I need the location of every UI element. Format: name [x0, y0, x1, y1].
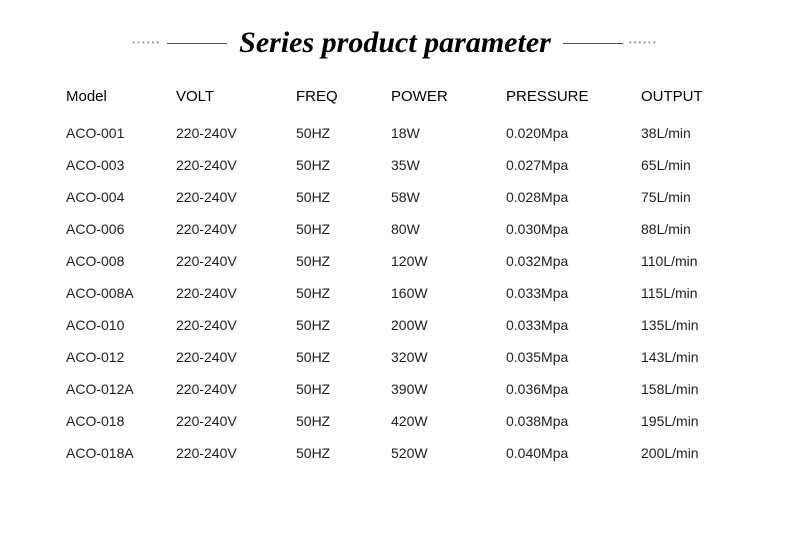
- table-cell: ACO-012: [66, 349, 176, 365]
- table-cell: 220-240V: [176, 221, 296, 237]
- column-header: POWER: [391, 88, 506, 105]
- table-row: ACO-008220-240V50HZ120W0.032Mpa110L/min: [60, 253, 730, 269]
- table-cell: 220-240V: [176, 253, 296, 269]
- table-cell: ACO-018A: [66, 445, 176, 461]
- table-cell: ACO-001: [66, 125, 176, 141]
- table-cell: 0.038Mpa: [506, 413, 641, 429]
- table-cell: 50HZ: [296, 349, 391, 365]
- column-header: Model: [66, 88, 176, 105]
- table-cell: 50HZ: [296, 253, 391, 269]
- table-cell: 0.033Mpa: [506, 285, 641, 301]
- table-cell: 0.035Mpa: [506, 349, 641, 365]
- table-cell: 58W: [391, 189, 506, 205]
- table-cell: 320W: [391, 349, 506, 365]
- dots-icon: ••••••: [132, 39, 161, 47]
- table-cell: 158L/min: [641, 381, 736, 397]
- column-header: FREQ: [296, 88, 391, 105]
- table-row: ACO-003220-240V50HZ35W0.027Mpa65L/min: [60, 157, 730, 173]
- table-cell: 50HZ: [296, 189, 391, 205]
- table-row: ACO-012220-240V50HZ320W0.035Mpa143L/min: [60, 349, 730, 365]
- table-cell: ACO-004: [66, 189, 176, 205]
- table-cell: ACO-008: [66, 253, 176, 269]
- table-cell: ACO-018: [66, 413, 176, 429]
- table-cell: 0.020Mpa: [506, 125, 641, 141]
- table-cell: ACO-010: [66, 317, 176, 333]
- table-header-row: Model VOLT FREQ POWER PRESSURE OUTPUT: [60, 88, 730, 105]
- table-cell: 390W: [391, 381, 506, 397]
- table-cell: 0.032Mpa: [506, 253, 641, 269]
- table-cell: 110L/min: [641, 253, 736, 269]
- table-cell: 0.030Mpa: [506, 221, 641, 237]
- table-cell: 220-240V: [176, 125, 296, 141]
- table-cell: ACO-008A: [66, 285, 176, 301]
- table-cell: 38L/min: [641, 125, 736, 141]
- table-cell: 18W: [391, 125, 506, 141]
- table-cell: ACO-012A: [66, 381, 176, 397]
- table-cell: 220-240V: [176, 317, 296, 333]
- title-decoration-right: ••••••: [563, 39, 658, 47]
- table-cell: 520W: [391, 445, 506, 461]
- table-cell: 160W: [391, 285, 506, 301]
- table-row: ACO-010220-240V50HZ200W0.033Mpa135L/min: [60, 317, 730, 333]
- table-cell: 220-240V: [176, 285, 296, 301]
- table-cell: 220-240V: [176, 349, 296, 365]
- table-cell: 0.036Mpa: [506, 381, 641, 397]
- column-header: PRESSURE: [506, 88, 641, 105]
- dash-icon: [167, 43, 227, 44]
- table-cell: 75L/min: [641, 189, 736, 205]
- table-cell: 220-240V: [176, 157, 296, 173]
- table-cell: 220-240V: [176, 413, 296, 429]
- column-header: VOLT: [176, 88, 296, 105]
- table-row: ACO-018220-240V50HZ420W0.038Mpa195L/min: [60, 413, 730, 429]
- table-cell: 0.033Mpa: [506, 317, 641, 333]
- table-cell: 0.027Mpa: [506, 157, 641, 173]
- table-cell: 0.040Mpa: [506, 445, 641, 461]
- table-cell: ACO-006: [66, 221, 176, 237]
- table-cell: ACO-003: [66, 157, 176, 173]
- column-header: OUTPUT: [641, 88, 736, 105]
- table-cell: 220-240V: [176, 189, 296, 205]
- table-cell: 200W: [391, 317, 506, 333]
- table-cell: 50HZ: [296, 125, 391, 141]
- table-cell: 35W: [391, 157, 506, 173]
- table-cell: 0.028Mpa: [506, 189, 641, 205]
- table-cell: 115L/min: [641, 285, 736, 301]
- table-cell: 135L/min: [641, 317, 736, 333]
- table-row: ACO-018A220-240V50HZ520W0.040Mpa200L/min: [60, 445, 730, 461]
- table-body: ACO-001220-240V50HZ18W0.020Mpa38L/minACO…: [60, 125, 730, 461]
- table-cell: 50HZ: [296, 413, 391, 429]
- table-cell: 220-240V: [176, 381, 296, 397]
- table-cell: 50HZ: [296, 381, 391, 397]
- table-cell: 143L/min: [641, 349, 736, 365]
- table-row: ACO-004220-240V50HZ58W0.028Mpa75L/min: [60, 189, 730, 205]
- page-title: Series product parameter: [239, 26, 551, 60]
- dash-icon: [563, 43, 623, 44]
- table-cell: 195L/min: [641, 413, 736, 429]
- table-cell: 65L/min: [641, 157, 736, 173]
- table-cell: 120W: [391, 253, 506, 269]
- table-row: ACO-012A220-240V50HZ390W0.036Mpa158L/min: [60, 381, 730, 397]
- table-cell: 50HZ: [296, 317, 391, 333]
- table-cell: 88L/min: [641, 221, 736, 237]
- table-cell: 80W: [391, 221, 506, 237]
- table-cell: 420W: [391, 413, 506, 429]
- table-row: ACO-008A220-240V50HZ160W0.033Mpa115L/min: [60, 285, 730, 301]
- table-cell: 200L/min: [641, 445, 736, 461]
- table-cell: 50HZ: [296, 157, 391, 173]
- table-row: ACO-006220-240V50HZ80W0.030Mpa88L/min: [60, 221, 730, 237]
- table-cell: 50HZ: [296, 221, 391, 237]
- parameter-table: Model VOLT FREQ POWER PRESSURE OUTPUT AC…: [60, 88, 730, 461]
- table-cell: 220-240V: [176, 445, 296, 461]
- table-cell: 50HZ: [296, 445, 391, 461]
- table-cell: 50HZ: [296, 285, 391, 301]
- table-row: ACO-001220-240V50HZ18W0.020Mpa38L/min: [60, 125, 730, 141]
- dots-icon: ••••••: [629, 39, 658, 47]
- title-row: •••••• Series product parameter ••••••: [60, 26, 730, 60]
- title-decoration-left: ••••••: [132, 39, 227, 47]
